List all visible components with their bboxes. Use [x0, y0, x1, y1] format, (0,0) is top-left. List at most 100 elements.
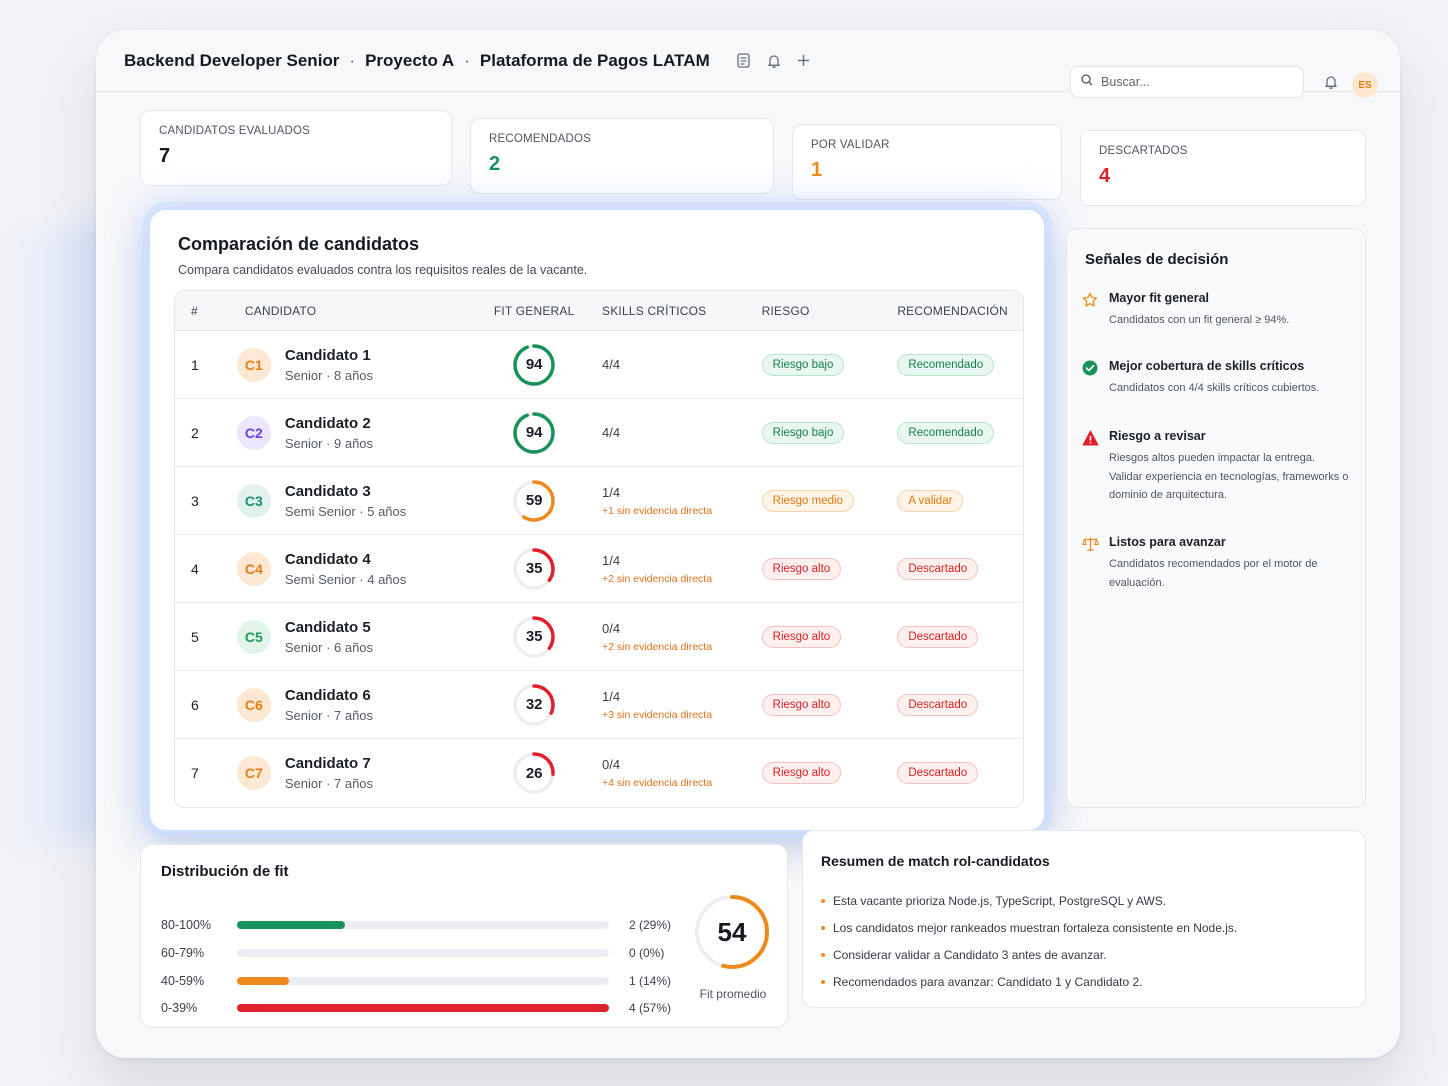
- candidate-meta: Senior · 8 años: [284, 367, 374, 383]
- search-box[interactable]: [1070, 66, 1304, 98]
- stat-value: 2: [489, 153, 501, 175]
- search-input[interactable]: [1101, 75, 1281, 89]
- risk-badge[interactable]: Riesgo bajo: [761, 421, 845, 444]
- average-fit-gauge: [695, 895, 769, 969]
- recommendation-badge[interactable]: Descartado: [897, 557, 979, 580]
- column-header-candidate[interactable]: CANDIDATO: [244, 303, 317, 318]
- app-window: Backend Developer Senior · Proyecto A · …: [96, 30, 1400, 1058]
- recommendation-badge[interactable]: Recomendado: [897, 353, 995, 376]
- recommendation-badge[interactable]: Descartado: [897, 625, 979, 648]
- skills-cell: 1/4 +3 sin evidencia directa: [598, 689, 756, 721]
- skills-coverage: 1/4: [602, 484, 621, 500]
- signal-description: Candidatos con un fit general ≥ 94%.: [1109, 314, 1290, 326]
- column-header-fit[interactable]: FIT GENERAL: [493, 303, 575, 318]
- risk-badge[interactable]: Riesgo bajo: [761, 353, 845, 376]
- fit-ring-progress: [513, 683, 555, 726]
- fit-score-ring: 94: [512, 411, 556, 455]
- candidate-name[interactable]: Candidato 7: [284, 755, 371, 772]
- summary-item: Esta vacante prioriza Node.js, TypeScrip…: [821, 887, 1237, 914]
- risk-cell: Riesgo bajo: [756, 421, 894, 444]
- table-row[interactable]: 7 C7 Candidato 7 Senior · 7 años 26: [175, 739, 1023, 807]
- table-row[interactable]: 6 C6 Candidato 6 Senior · 7 años 32: [175, 671, 1023, 739]
- skills-note: +2 sin evidencia directa: [602, 640, 713, 653]
- candidate-meta: Senior · 6 años: [284, 639, 374, 655]
- candidate-name[interactable]: Candidato 1: [284, 346, 371, 364]
- column-header-index[interactable]: #: [191, 303, 198, 318]
- candidate-name[interactable]: Candidato 6: [284, 686, 371, 704]
- candidate-cell: C6 Candidato 6 Senior · 7 años: [236, 686, 470, 723]
- row-index: 5: [191, 628, 199, 645]
- candidate-name[interactable]: Candidato 3: [284, 482, 371, 500]
- table-row[interactable]: 5 C5 Candidato 5 Senior · 6 años 35: [175, 603, 1023, 671]
- table-row[interactable]: 2 C2 Candidato 2 Senior · 9 años 94: [175, 399, 1023, 467]
- fit-cell: 35: [470, 547, 598, 591]
- recommendation-badge[interactable]: Descartado: [897, 762, 979, 784]
- distribution-range: 0-39%: [161, 1001, 198, 1015]
- breadcrumb-project[interactable]: Proyecto A: [365, 50, 455, 70]
- candidate-cell: C3 Candidato 3 Semi Senior · 5 años: [236, 482, 470, 519]
- stat-label: DESCARTADOS: [1099, 145, 1188, 157]
- skills-coverage: 4/4: [602, 425, 621, 440]
- signal-item: Mayor fit general Candidatos con un fit …: [1081, 291, 1351, 330]
- document-icon[interactable]: [736, 53, 752, 69]
- distribution-row: 0-39% 4 (57%): [161, 998, 685, 1018]
- table-row[interactable]: 4 C4 Candidato 4 Semi Senior · 4 años: [175, 535, 1023, 603]
- skills-coverage: 1/4: [602, 552, 621, 568]
- risk-badge[interactable]: Riesgo alto: [761, 557, 842, 580]
- stat-label: CANDIDATOS EVALUADOS: [159, 125, 310, 137]
- recommendation-badge[interactable]: Descartado: [897, 693, 979, 716]
- stat-value: 7: [159, 145, 171, 167]
- fit-score-value: 94: [525, 356, 543, 373]
- risk-badge[interactable]: Riesgo medio: [761, 489, 854, 512]
- summary-item-text: Los candidatos mejor rankeados muestran …: [833, 920, 1238, 935]
- candidate-name[interactable]: Candidato 2: [284, 414, 371, 432]
- candidate-meta: Semi Senior · 5 años: [284, 503, 407, 519]
- row-index: 7: [191, 765, 199, 781]
- recommendation-badge[interactable]: Recomendado: [897, 421, 995, 444]
- signal-description: Candidatos con 4/4 skills críticos cubie…: [1109, 382, 1320, 394]
- summary-title: Resumen de match rol-candidatos: [821, 853, 1050, 869]
- column-header-skills[interactable]: SKILLS CRÍTICOS: [602, 303, 707, 318]
- stat-label: RECOMENDADOS: [489, 133, 592, 145]
- column-header-recommendation[interactable]: RECOMENDACIÓN: [897, 303, 1008, 318]
- fit-score-gauge: [513, 479, 555, 522]
- recommendation-badge[interactable]: A validar: [897, 489, 964, 512]
- skills-cell: 1/4 +1 sin evidencia directa: [598, 485, 756, 517]
- breadcrumb-role[interactable]: Backend Developer Senior: [124, 50, 340, 70]
- distribution-row: 40-59% 1 (14%): [161, 971, 685, 991]
- fit-score-gauge: [513, 343, 555, 386]
- risk-badge[interactable]: Riesgo alto: [761, 625, 842, 648]
- candidate-name[interactable]: Candidato 4: [284, 550, 371, 568]
- signal-title: Riesgo a revisar: [1109, 429, 1206, 443]
- bullet-dot-icon: [821, 925, 825, 930]
- fit-score-value: 94: [525, 424, 543, 441]
- skills-cell: 4/4: [598, 425, 756, 440]
- candidate-avatar: C6: [236, 687, 271, 722]
- risk-badge[interactable]: Riesgo alto: [761, 762, 842, 784]
- recommendation-cell: Descartado: [893, 625, 1023, 648]
- fit-ring-progress: [513, 615, 555, 658]
- row-index: 6: [191, 696, 199, 713]
- panel-subtitle: Compara candidatos evaluados contra los …: [178, 263, 588, 277]
- skills-cell: 1/4 +2 sin evidencia directa: [598, 553, 756, 585]
- row-index: 4: [191, 560, 199, 577]
- candidate-name[interactable]: Candidato 5: [284, 618, 371, 636]
- fit-ring-progress: [513, 547, 555, 590]
- table-row[interactable]: 3 C3 Candidato 3 Semi Senior · 5 años: [175, 467, 1023, 535]
- fit-ring-progress: [513, 479, 555, 522]
- star-icon: [1081, 291, 1099, 330]
- column-header-risk[interactable]: RIESGO: [761, 303, 810, 318]
- user-avatar[interactable]: ES: [1352, 72, 1378, 98]
- plus-icon[interactable]: [796, 53, 812, 69]
- breadcrumb-platform[interactable]: Plataforma de Pagos LATAM: [479, 50, 710, 70]
- notifications-bell-icon[interactable]: [1324, 74, 1338, 94]
- risk-badge[interactable]: Riesgo alto: [761, 693, 842, 716]
- signal-title: Listos para avanzar: [1109, 535, 1226, 549]
- summary-item: Recomendados para avanzar: Candidato 1 y…: [821, 968, 1237, 995]
- table-row[interactable]: 1 C1 Candidato 1 Senior · 8 años 94: [175, 331, 1023, 399]
- top-bar: Backend Developer Senior · Proyecto A · …: [96, 30, 1400, 92]
- breadcrumb-separator: ·: [464, 50, 470, 70]
- bell-icon[interactable]: [766, 53, 782, 69]
- skills-coverage: 1/4: [602, 688, 621, 704]
- summary-item-text: Esta vacante prioriza Node.js, TypeScrip…: [833, 893, 1167, 908]
